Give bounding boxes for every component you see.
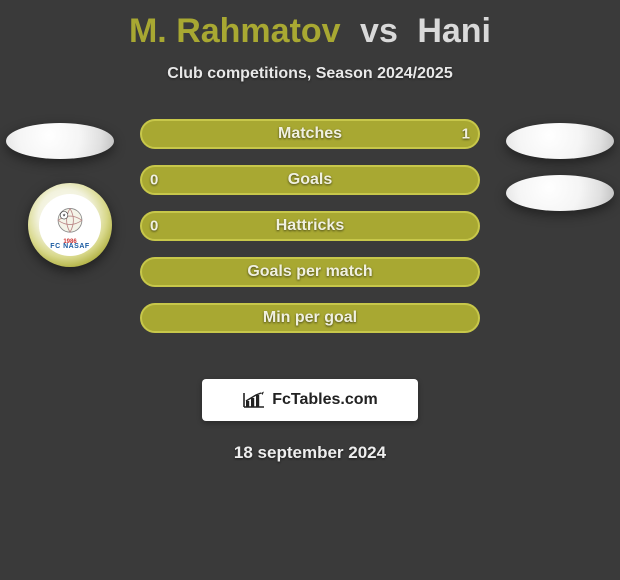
branding-text: FcTables.com (272, 391, 378, 409)
stat-value-left: 0 (150, 172, 158, 189)
player1-avatar-placeholder (6, 123, 114, 159)
globe-icon (53, 205, 87, 239)
player1-club-crest: 1986 FC NASAF (28, 183, 112, 267)
stat-row: Min per goal (140, 303, 480, 333)
branding-badge: FcTables.com (202, 379, 418, 421)
stat-value-left: 0 (150, 218, 158, 235)
player2-avatar-placeholder (506, 123, 614, 159)
stat-row: Hattricks0 (140, 211, 480, 241)
chart-icon (242, 391, 266, 409)
stat-row: Goals0 (140, 165, 480, 195)
stat-row: Goals per match (140, 257, 480, 287)
player2-club-placeholder (506, 175, 614, 211)
player1-name: M. Rahmatov (129, 12, 341, 50)
stat-bar: Hattricks (140, 211, 480, 241)
player2-name: Hani (417, 12, 491, 50)
comparison-stage: 1986 FC NASAF Matches1Goals0Hattricks0Go… (0, 113, 620, 373)
stat-bar: Matches (140, 119, 480, 149)
stat-row: Matches1 (140, 119, 480, 149)
stat-bar: Goals per match (140, 257, 480, 287)
stat-bars: Matches1Goals0Hattricks0Goals per matchM… (140, 119, 480, 349)
club-crest-inner: 1986 FC NASAF (39, 194, 101, 256)
stat-bar: Min per goal (140, 303, 480, 333)
vs-label: vs (360, 12, 398, 50)
subtitle: Club competitions, Season 2024/2025 (0, 65, 620, 83)
page-title: M. Rahmatov vs Hani (0, 0, 620, 51)
stat-value-right: 1 (462, 126, 470, 143)
club-name: FC NASAF (50, 243, 89, 250)
stat-bar: Goals (140, 165, 480, 195)
date-label: 18 september 2024 (0, 443, 620, 463)
